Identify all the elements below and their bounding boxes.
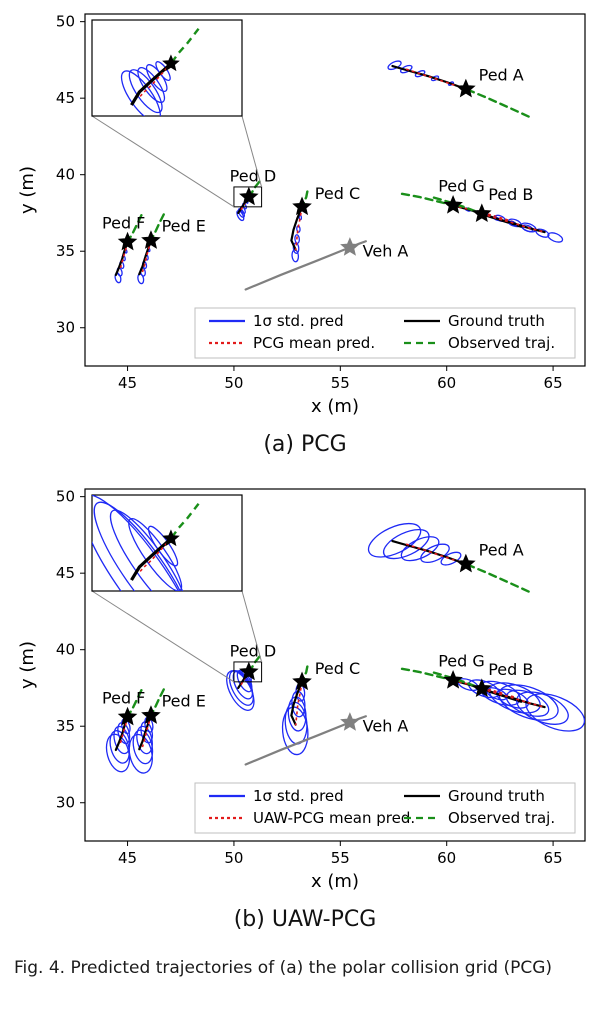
panel-b-caption: (b) UAW-PCG <box>0 907 610 932</box>
svg-text:Ped E: Ped E <box>162 216 206 235</box>
panel-a-wrap: 45 50 55 60 65 30 35 40 45 50 x (m) y (m) Ped F Ped E… <box>0 0 610 475</box>
svg-text:Veh A: Veh A <box>363 242 409 261</box>
svg-text:Observed traj.: Observed traj. <box>448 809 555 827</box>
svg-text:Ped D: Ped D <box>230 642 276 661</box>
svg-text:50: 50 <box>224 374 243 392</box>
svg-text:Ped B: Ped B <box>488 660 533 679</box>
svg-text:30: 30 <box>56 319 75 337</box>
svg-text:Ped A: Ped A <box>479 66 524 85</box>
figure-column: 45 50 55 60 65 30 35 40 45 50 x (m) y (m) Ped F Ped E… <box>0 0 610 978</box>
svg-text:Ground truth: Ground truth <box>448 312 545 330</box>
svg-text:y (m): y (m) <box>17 641 38 689</box>
svg-text:35: 35 <box>56 717 75 735</box>
svg-text:50: 50 <box>224 849 243 867</box>
panel-b-wrap: 45 50 55 60 65 30 35 40 45 50 x (m) y (m) Ped F Ped E… <box>0 475 610 950</box>
svg-text:Ped C: Ped C <box>315 659 360 678</box>
svg-text:x (m): x (m) <box>311 871 359 892</box>
svg-text:Ped F: Ped F <box>102 688 145 707</box>
svg-text:65: 65 <box>544 374 563 392</box>
svg-text:Ped G: Ped G <box>438 177 485 196</box>
svg-text:60: 60 <box>437 849 456 867</box>
svg-text:35: 35 <box>56 242 75 260</box>
svg-text:y (m): y (m) <box>17 166 38 214</box>
svg-text:40: 40 <box>56 166 75 184</box>
svg-text:Veh A: Veh A <box>363 717 409 736</box>
svg-text:65: 65 <box>544 849 563 867</box>
svg-text:1σ std. pred: 1σ std. pred <box>253 312 344 330</box>
svg-text:50: 50 <box>56 488 75 506</box>
svg-text:Ped F: Ped F <box>102 213 145 232</box>
svg-text:60: 60 <box>437 374 456 392</box>
trajectory-chart-pcg: 45 50 55 60 65 30 35 40 45 50 x (m) y (m) Ped F Ped E… <box>0 0 610 430</box>
svg-text:Ped E: Ped E <box>162 691 206 710</box>
trajectory-chart-uawpcg: 45 50 55 60 65 30 35 40 45 50 x (m) y (m) Ped F Ped E… <box>0 475 610 905</box>
svg-text:40: 40 <box>56 641 75 659</box>
svg-text:45: 45 <box>56 564 75 582</box>
svg-text:45: 45 <box>56 89 75 107</box>
svg-text:x (m): x (m) <box>311 396 359 417</box>
figure-footer-caption: Fig. 4. Predicted trajectories of (a) th… <box>0 950 610 978</box>
svg-text:Ped C: Ped C <box>315 184 360 203</box>
svg-text:PCG mean pred.: PCG mean pred. <box>253 334 375 352</box>
svg-text:Ped B: Ped B <box>488 185 533 204</box>
svg-text:50: 50 <box>56 13 75 31</box>
svg-text:30: 30 <box>56 794 75 812</box>
svg-text:Ped G: Ped G <box>438 652 485 671</box>
svg-text:55: 55 <box>331 374 350 392</box>
svg-text:UAW-PCG mean pred.: UAW-PCG mean pred. <box>253 809 415 827</box>
svg-text:Ped D: Ped D <box>230 167 276 186</box>
panel-a-caption: (a) PCG <box>0 432 610 457</box>
svg-text:Observed traj.: Observed traj. <box>448 334 555 352</box>
svg-text:1σ std. pred: 1σ std. pred <box>253 787 344 805</box>
svg-text:45: 45 <box>118 374 137 392</box>
svg-text:Ped A: Ped A <box>479 541 524 560</box>
svg-text:Ground truth: Ground truth <box>448 787 545 805</box>
svg-text:45: 45 <box>118 849 137 867</box>
svg-text:55: 55 <box>331 849 350 867</box>
